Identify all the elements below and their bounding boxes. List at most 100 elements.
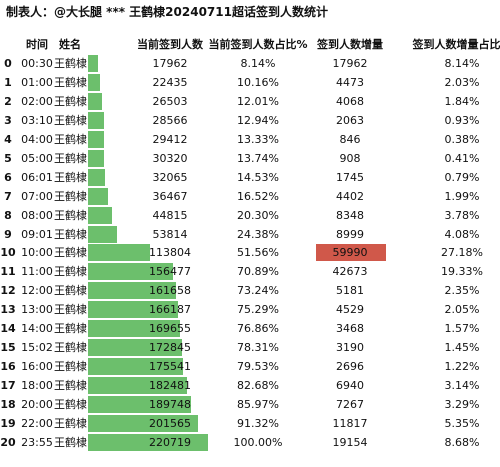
table-cell: 18:00 <box>21 379 53 393</box>
table-cell: 27.18% <box>441 246 483 260</box>
table-cell: 169655 <box>149 322 191 336</box>
table-cell: 189748 <box>149 398 191 412</box>
table-cell: 59990 <box>332 246 368 260</box>
table-cell: 70.89% <box>237 265 279 279</box>
table-cell: 08:00 <box>21 208 53 222</box>
table-cell: 75.29% <box>237 303 279 317</box>
table-cell: 4 <box>4 132 12 146</box>
table-cell: 9 <box>4 227 12 241</box>
table-cell: 1.57% <box>444 322 480 336</box>
data-bar <box>88 225 118 243</box>
table-cell: 14:00 <box>21 322 53 336</box>
table-cell: 王鹤棣 <box>54 113 87 127</box>
data-bar <box>88 433 208 451</box>
table-cell: 2063 <box>336 113 364 127</box>
table-cell: 166187 <box>149 303 191 317</box>
table-cell: 12.94% <box>237 113 279 127</box>
table-cell: 王鹤棣 <box>54 151 87 165</box>
table-cell: 53814 <box>152 227 188 241</box>
table-cell: 13.33% <box>237 132 279 146</box>
table-cell: 22435 <box>152 75 188 89</box>
table-cell: 18 <box>0 398 16 412</box>
table-cell: 4473 <box>336 75 364 89</box>
table-cell: 78.31% <box>237 341 279 355</box>
table-cell: 156477 <box>149 265 191 279</box>
table-cell: 846 <box>339 132 361 146</box>
table-cell: 28566 <box>152 113 188 127</box>
table-cell: 0 <box>4 56 12 70</box>
table-cell: 6 <box>4 170 12 184</box>
table-cell: 30320 <box>152 151 188 165</box>
table-cell: 王鹤棣 <box>54 303 87 317</box>
table-cell: 王鹤棣 <box>54 398 87 412</box>
table-cell: 04:00 <box>21 132 53 146</box>
table-cell: 17962 <box>332 56 368 70</box>
table-cell: 1 <box>4 75 12 89</box>
table-cell: 6940 <box>336 379 364 393</box>
table-cell: 11817 <box>332 417 368 430</box>
table-cell: 7267 <box>336 398 364 412</box>
table-cell: 2696 <box>336 360 364 374</box>
table-cell: 29412 <box>152 132 188 146</box>
column-header: 签到人数增量 <box>317 38 383 51</box>
table-cell: 17962 <box>152 56 188 70</box>
table-cell: 36467 <box>152 189 188 203</box>
table-cell: 1.84% <box>444 94 480 108</box>
table-cell: 26503 <box>152 94 188 108</box>
table-cell: 3468 <box>336 322 364 336</box>
table-cell: 12 <box>0 284 16 298</box>
table-cell: 82.68% <box>237 379 279 393</box>
table-cell: 王鹤棣 <box>54 284 87 298</box>
data-bar <box>88 320 181 338</box>
table-cell: 王鹤棣 <box>54 379 87 393</box>
table-cell: 03:10 <box>21 113 53 127</box>
table-cell: 220719 <box>149 435 191 449</box>
table-cell: 02:00 <box>21 94 53 108</box>
table-cell: 王鹤棣 <box>54 360 87 374</box>
data-bar <box>88 73 101 91</box>
table-cell: 3190 <box>336 341 364 355</box>
table-cell: 201565 <box>149 417 191 430</box>
table-cell: 09:01 <box>21 227 53 241</box>
table-cell: 2 <box>4 94 12 108</box>
data-bar <box>88 396 192 414</box>
table-cell: 161658 <box>149 284 191 298</box>
data-bar <box>88 301 179 319</box>
data-bar <box>88 130 104 148</box>
table-cell: 73.24% <box>237 284 279 298</box>
table-cell: 17 <box>0 379 16 393</box>
data-bar <box>88 339 182 357</box>
table-cell: 1.99% <box>444 189 480 203</box>
table-cell: 85.97% <box>237 398 279 412</box>
table-cell: 05:00 <box>21 151 53 165</box>
table-cell: 5 <box>4 151 12 165</box>
table-cell: 4068 <box>336 94 364 108</box>
table-cell: 42673 <box>332 265 368 279</box>
table-cell: 11 <box>0 265 16 279</box>
table-cell: 12:00 <box>21 284 53 298</box>
table-cell: 01:00 <box>21 75 53 89</box>
table-cell: 王鹤棣 <box>54 322 87 336</box>
table-cell: 7 <box>4 189 12 203</box>
table-cell: 1.45% <box>444 341 480 355</box>
table-cell: 14 <box>0 322 16 336</box>
data-bar <box>88 92 103 110</box>
table-cell: 王鹤棣 <box>54 246 87 260</box>
table-cell: 王鹤棣 <box>54 227 87 241</box>
table-cell: 19154 <box>332 435 368 449</box>
data-bar <box>88 282 176 300</box>
column-header: 签到人数增量占比% <box>412 38 500 51</box>
table-cell: 5.35% <box>444 417 480 430</box>
table-cell: 51.56% <box>237 246 279 260</box>
table-cell: 20:00 <box>21 398 53 412</box>
table-cell: 32065 <box>152 170 188 184</box>
table-cell: 76.86% <box>237 322 279 336</box>
column-header: 当前签到人数 <box>137 38 203 51</box>
table-cell: 王鹤棣 <box>54 94 87 108</box>
data-bar <box>88 358 184 376</box>
table-cell: 24.38% <box>237 227 279 241</box>
table-cell: 8.14% <box>444 56 480 70</box>
table-cell: 00:30 <box>21 56 53 70</box>
table-cell: 15:02 <box>21 341 53 355</box>
